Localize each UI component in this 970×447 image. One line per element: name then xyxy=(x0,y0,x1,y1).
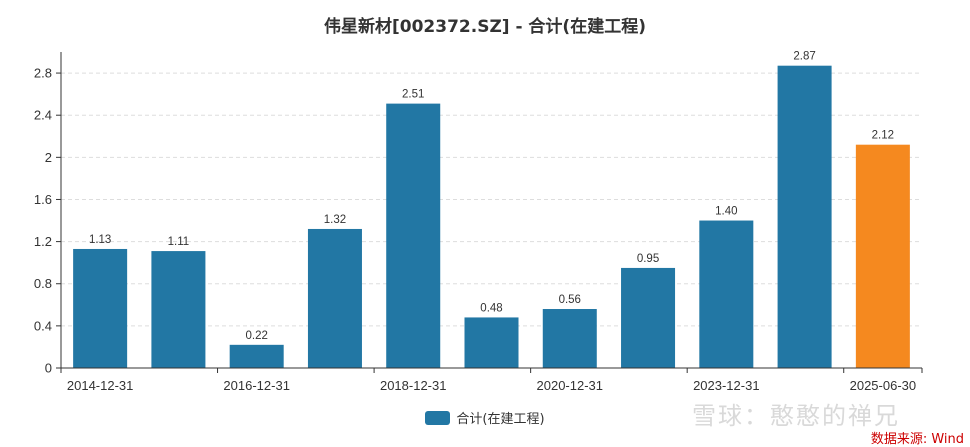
x-tick-label: 2023-12-31 xyxy=(693,378,760,393)
bar[interactable] xyxy=(73,248,128,368)
x-tick-label: 2025-06-30 xyxy=(850,378,917,393)
chart-title: 伟星新材[002372.SZ] - 合计(在建工程) xyxy=(324,17,646,37)
y-tick-label: 1.2 xyxy=(34,234,52,249)
x-tick-label: 2016-12-31 xyxy=(223,378,290,393)
data-label: 0.48 xyxy=(480,302,502,314)
bar[interactable] xyxy=(464,317,519,368)
data-label: 1.40 xyxy=(715,206,737,218)
legend-swatch xyxy=(425,410,451,425)
x-tick-label: 2014-12-31 xyxy=(67,378,134,393)
axes: 0 0.4 0.8 1.2 1.6 2 2.4 2.8 2014-12-31 2016-12-31… xyxy=(34,52,923,393)
bar[interactable] xyxy=(229,344,284,368)
y-tick-label: 0.4 xyxy=(34,318,52,333)
data-label: 1.11 xyxy=(168,236,190,248)
bar[interactable] xyxy=(855,144,910,368)
data-source-note: 数据来源: Wind xyxy=(870,432,964,447)
legend[interactable]: 合计(在建工程) xyxy=(0,408,970,427)
data-label: 0.22 xyxy=(245,330,267,342)
y-tick-label: 0 xyxy=(45,361,52,376)
watermark: 雪球：憨憨的禅兄 xyxy=(692,402,900,430)
data-label: 0.95 xyxy=(637,253,659,265)
bar[interactable] xyxy=(777,65,832,369)
data-label: 0.56 xyxy=(559,294,581,306)
y-tick-label: 2.8 xyxy=(34,66,52,81)
bar[interactable] xyxy=(151,251,206,368)
bar[interactable] xyxy=(542,309,597,368)
data-label: 2.87 xyxy=(793,51,815,63)
y-tick-label: 0.8 xyxy=(34,276,52,291)
bar[interactable] xyxy=(621,267,676,368)
y-tick-label: 2.4 xyxy=(34,108,52,123)
data-label: 1.32 xyxy=(324,214,346,226)
x-tick-label: 2018-12-31 xyxy=(380,378,447,393)
legend-label: 合计(在建工程) xyxy=(456,412,545,427)
data-label: 2.12 xyxy=(872,130,894,142)
data-label: 1.13 xyxy=(89,234,111,246)
bar[interactable] xyxy=(307,228,362,368)
bar[interactable] xyxy=(699,220,754,368)
y-tick-label: 1.6 xyxy=(34,192,52,207)
data-labels: 1.13 1.11 0.22 1.32 2.51 0.48 0.56 0.95 1.40 2.87… xyxy=(89,51,894,342)
bar[interactable] xyxy=(386,103,441,368)
y-tick-label: 2 xyxy=(45,150,52,165)
bars xyxy=(73,65,910,369)
x-tick-label: 2020-12-31 xyxy=(537,378,604,393)
data-label: 2.51 xyxy=(402,89,424,101)
